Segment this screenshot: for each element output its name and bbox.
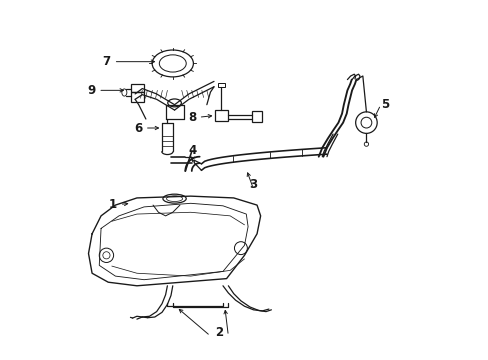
Text: 8: 8: [187, 111, 196, 124]
Text: 7: 7: [102, 55, 110, 68]
Text: 4: 4: [188, 144, 196, 157]
Text: 6: 6: [134, 122, 142, 135]
Text: 9: 9: [87, 84, 96, 97]
Text: 2: 2: [215, 326, 223, 339]
Text: 3: 3: [249, 179, 257, 192]
Bar: [251, 111, 262, 122]
Bar: [217, 83, 224, 87]
Text: 1: 1: [109, 198, 117, 211]
Bar: [214, 110, 227, 121]
Text: 5: 5: [381, 98, 389, 111]
Bar: [131, 92, 144, 102]
Bar: [131, 84, 144, 92]
